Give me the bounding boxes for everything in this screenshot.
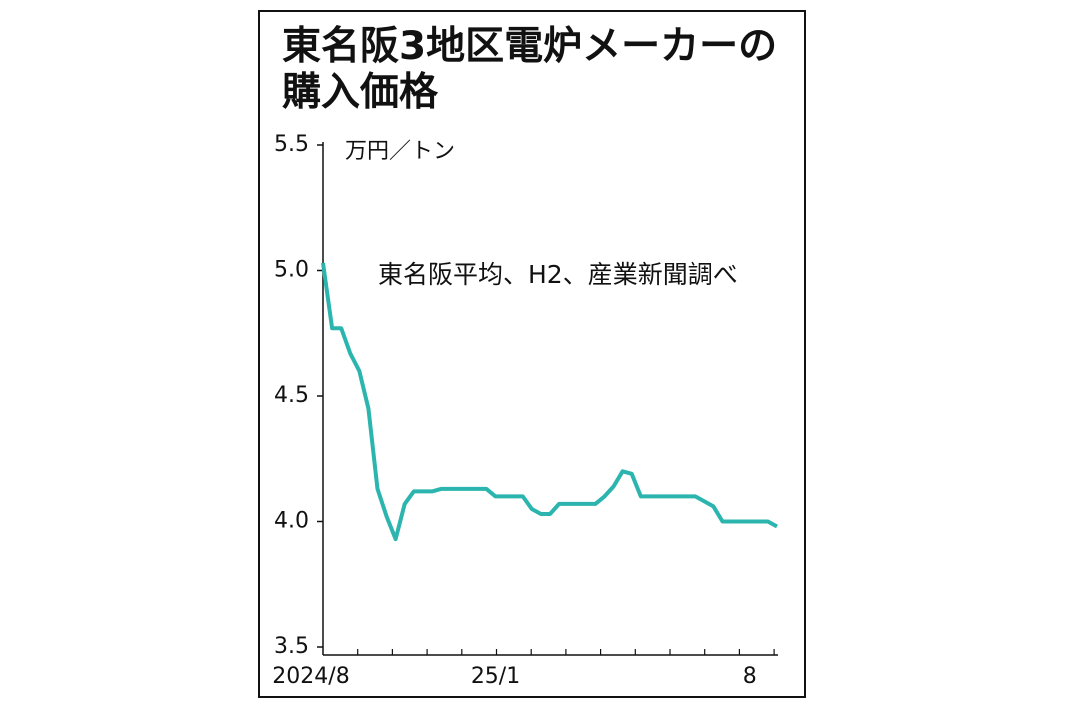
y-tick-label: 4.5 xyxy=(274,383,309,408)
y-tick-label: 4.0 xyxy=(274,509,309,534)
chart-title: 東名阪3地区電炉メーカーの購入価格 xyxy=(282,24,778,115)
line xyxy=(321,262,778,542)
y-tick-label: 5.5 xyxy=(274,132,309,157)
x-tick-label: 25/1 xyxy=(471,664,520,689)
x-tick-label: 8 xyxy=(743,664,757,689)
note: 東名阪平均、H2、産業新聞調べ xyxy=(378,260,738,289)
x-tick-label: 2024/8 xyxy=(272,664,349,689)
y-unit: 万円／トン xyxy=(345,139,455,164)
y-tick-label: 5.0 xyxy=(274,258,309,283)
y-tick-label: 3.5 xyxy=(274,634,309,659)
frame xyxy=(258,10,806,698)
